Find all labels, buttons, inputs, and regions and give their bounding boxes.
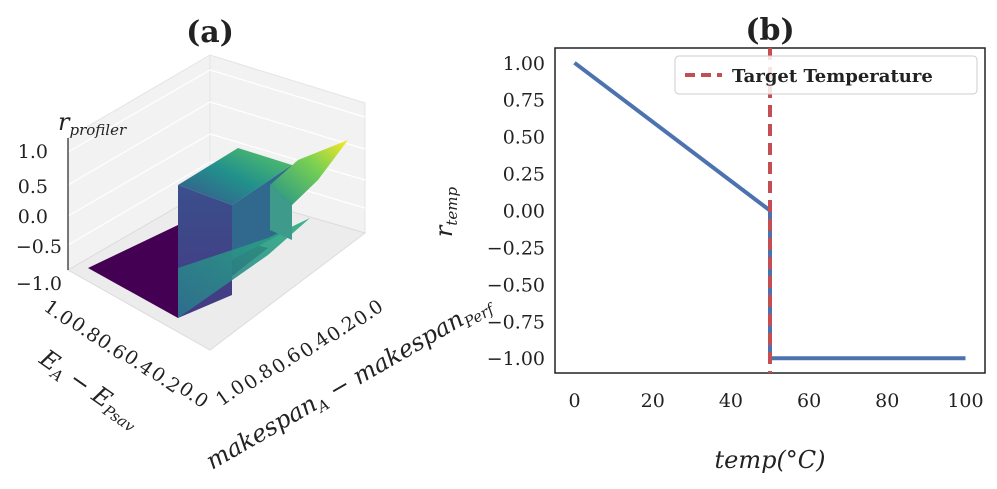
y-tick-label: 0.75 xyxy=(503,90,545,112)
x-tick-group: 0 20 40 60 80 100 xyxy=(568,390,983,412)
panel-b-label: (b) xyxy=(745,13,794,48)
panel-a-label: (a) xyxy=(186,15,234,50)
z-tick-label: 0.5 xyxy=(18,176,48,198)
y-tick-label: 1.00 xyxy=(503,53,545,75)
surface-ramp-side xyxy=(270,185,292,240)
x-tick-label: 20 xyxy=(641,390,665,412)
x-axis-label: temp(°C) xyxy=(714,446,825,474)
series-group xyxy=(573,48,966,373)
y-tick-label: −0.25 xyxy=(487,237,545,259)
y-tick-group: 1.00 0.75 0.50 0.25 0.00 −0.25 −0.50 −0.75 −1.00 xyxy=(487,53,545,370)
y-tick-label: 0.00 xyxy=(503,201,545,223)
y-axis: 1.0 0.8 0.6 0.4 0.2 0.0 EA − EPsav xyxy=(34,295,212,436)
legend: Target Temperature xyxy=(674,55,978,95)
surface xyxy=(88,140,348,318)
z-axis: 1.0 0.5 0.0 −0.5 −1.0 rprofiler xyxy=(16,108,127,295)
x-tick-label: 0 xyxy=(568,390,580,412)
panel-b-line-chart: (b) 1.00 0.75 0.50 0.25 0.00 −0.25 −0.50 −0.75 −… xyxy=(430,13,986,474)
surface-mid-terrace xyxy=(178,218,310,318)
y-tick-label: −1.00 xyxy=(487,348,545,370)
y-axis-label: rtemp xyxy=(430,186,461,237)
surface-ramp xyxy=(270,140,348,205)
y-tick-label: 0.25 xyxy=(503,164,545,186)
surface-upper-plateau xyxy=(178,148,292,205)
panel-a-3d-surface: (a) xyxy=(16,15,499,475)
z-tick-label: 1.0 xyxy=(18,141,48,163)
z-tick-label: −0.5 xyxy=(16,236,62,258)
y-tick-label: −0.75 xyxy=(487,311,545,333)
z-tick-label: 0.0 xyxy=(18,206,48,228)
legend-box xyxy=(674,55,978,95)
y-tick-label: −0.50 xyxy=(487,274,545,296)
x-tick-label: 60 xyxy=(797,390,821,412)
y-tick-label: 0.50 xyxy=(503,127,545,149)
legend-label-target-temperature: Target Temperature xyxy=(732,66,933,87)
x-tick-label: 40 xyxy=(719,390,743,412)
z-axis-label: rprofiler xyxy=(58,108,127,139)
z-tick-label: −1.0 xyxy=(16,273,62,295)
x-tick-label: 80 xyxy=(875,390,899,412)
x-tick-label: 100 xyxy=(947,390,983,412)
